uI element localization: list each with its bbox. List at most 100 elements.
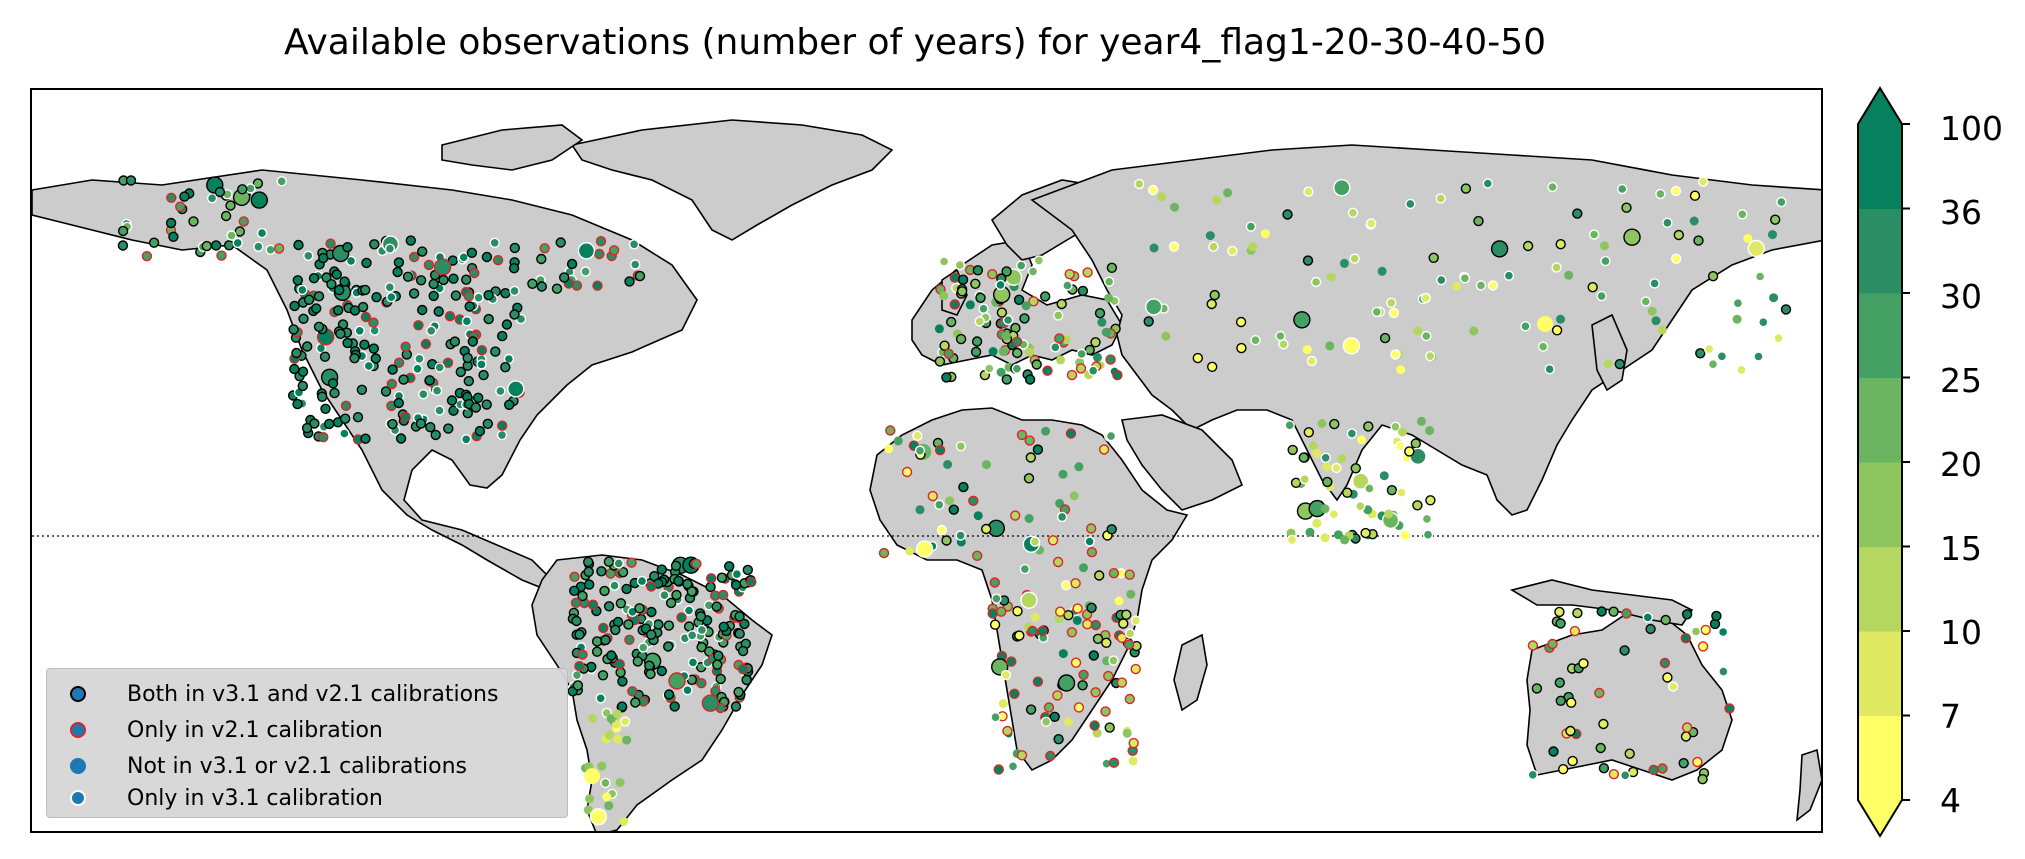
station-marker xyxy=(342,337,353,349)
station-marker xyxy=(449,336,461,347)
station-marker xyxy=(1144,298,1163,316)
station-marker xyxy=(433,306,444,317)
station-marker xyxy=(598,622,609,634)
station-marker xyxy=(433,258,452,276)
station-marker xyxy=(466,247,478,259)
station-marker xyxy=(1021,301,1031,311)
legend-marker-none xyxy=(70,758,86,774)
station-marker xyxy=(539,243,550,254)
station-marker xyxy=(683,605,695,616)
station-marker xyxy=(1603,359,1613,369)
station-marker xyxy=(303,250,314,262)
station-marker xyxy=(1049,711,1060,722)
station-marker xyxy=(1056,298,1067,310)
station-marker xyxy=(645,668,656,680)
station-marker xyxy=(1780,304,1792,315)
colorbar-segment xyxy=(1858,462,1902,547)
station-marker xyxy=(682,685,693,696)
colorbar-extend-min xyxy=(1858,800,1902,836)
station-marker xyxy=(965,300,975,310)
station-marker xyxy=(1527,640,1539,651)
station-marker xyxy=(1649,278,1660,289)
station-marker xyxy=(604,730,614,740)
colorbar-extend-max xyxy=(1858,88,1902,124)
station-marker xyxy=(1248,242,1258,252)
station-marker xyxy=(1056,355,1065,365)
station-marker xyxy=(253,241,264,252)
station-marker xyxy=(1732,314,1742,324)
station-marker xyxy=(972,265,984,276)
station-marker xyxy=(1421,513,1433,525)
station-marker xyxy=(273,243,285,254)
station-marker xyxy=(970,346,982,358)
station-marker xyxy=(458,252,469,263)
station-marker xyxy=(583,566,594,577)
station-marker xyxy=(313,291,325,302)
land-madagascar xyxy=(1173,633,1208,712)
station-marker xyxy=(1092,728,1102,738)
station-marker xyxy=(501,319,513,330)
station-marker xyxy=(993,764,1004,775)
station-marker xyxy=(1340,535,1350,545)
station-marker xyxy=(393,397,404,409)
station-marker xyxy=(317,391,328,402)
station-marker xyxy=(409,251,420,263)
station-marker xyxy=(1306,355,1318,367)
station-marker xyxy=(1428,252,1439,264)
station-marker xyxy=(569,571,580,582)
station-marker xyxy=(949,272,960,283)
station-marker xyxy=(455,366,466,378)
station-marker xyxy=(1027,625,1038,637)
station-marker xyxy=(663,641,674,652)
station-marker xyxy=(1346,428,1358,439)
station-marker xyxy=(1320,504,1330,514)
station-marker xyxy=(434,362,445,373)
station-marker xyxy=(483,313,494,325)
station-marker xyxy=(585,794,595,804)
station-marker xyxy=(1097,317,1107,327)
station-marker xyxy=(210,240,222,251)
station-marker xyxy=(1103,276,1115,287)
station-marker xyxy=(1028,296,1039,307)
station-marker xyxy=(340,400,352,411)
station-marker xyxy=(571,615,582,627)
station-marker xyxy=(580,266,591,277)
station-marker xyxy=(289,300,300,312)
station-marker xyxy=(1084,344,1095,356)
station-marker xyxy=(1024,435,1035,446)
station-marker xyxy=(1045,750,1056,762)
station-marker xyxy=(1001,374,1012,385)
station-marker xyxy=(1104,722,1115,733)
station-marker xyxy=(1460,183,1472,194)
station-marker xyxy=(600,634,611,646)
station-marker xyxy=(500,287,511,299)
station-marker xyxy=(934,324,944,334)
station-marker xyxy=(509,285,520,297)
station-marker xyxy=(1769,293,1779,303)
station-marker xyxy=(1016,750,1028,761)
legend-marker-v21-only xyxy=(70,722,86,738)
station-marker xyxy=(117,240,129,251)
station-marker xyxy=(417,246,428,257)
station-marker xyxy=(1019,313,1030,324)
station-marker xyxy=(1121,609,1132,620)
station-marker xyxy=(941,535,952,546)
station-marker xyxy=(616,701,628,712)
station-marker xyxy=(1060,580,1072,591)
station-marker xyxy=(256,227,268,239)
station-marker xyxy=(1398,427,1407,437)
station-marker xyxy=(1619,770,1631,781)
station-marker xyxy=(574,661,585,672)
station-marker xyxy=(1025,704,1037,715)
station-marker xyxy=(1342,337,1361,355)
station-marker xyxy=(1527,769,1539,780)
station-marker xyxy=(497,330,508,342)
station-marker xyxy=(934,445,946,456)
station-marker xyxy=(1384,509,1394,519)
station-marker xyxy=(1043,702,1055,713)
station-marker xyxy=(955,441,967,452)
station-marker xyxy=(1773,332,1784,344)
station-marker xyxy=(1128,737,1139,749)
station-marker xyxy=(623,619,634,630)
station-marker xyxy=(938,256,950,267)
